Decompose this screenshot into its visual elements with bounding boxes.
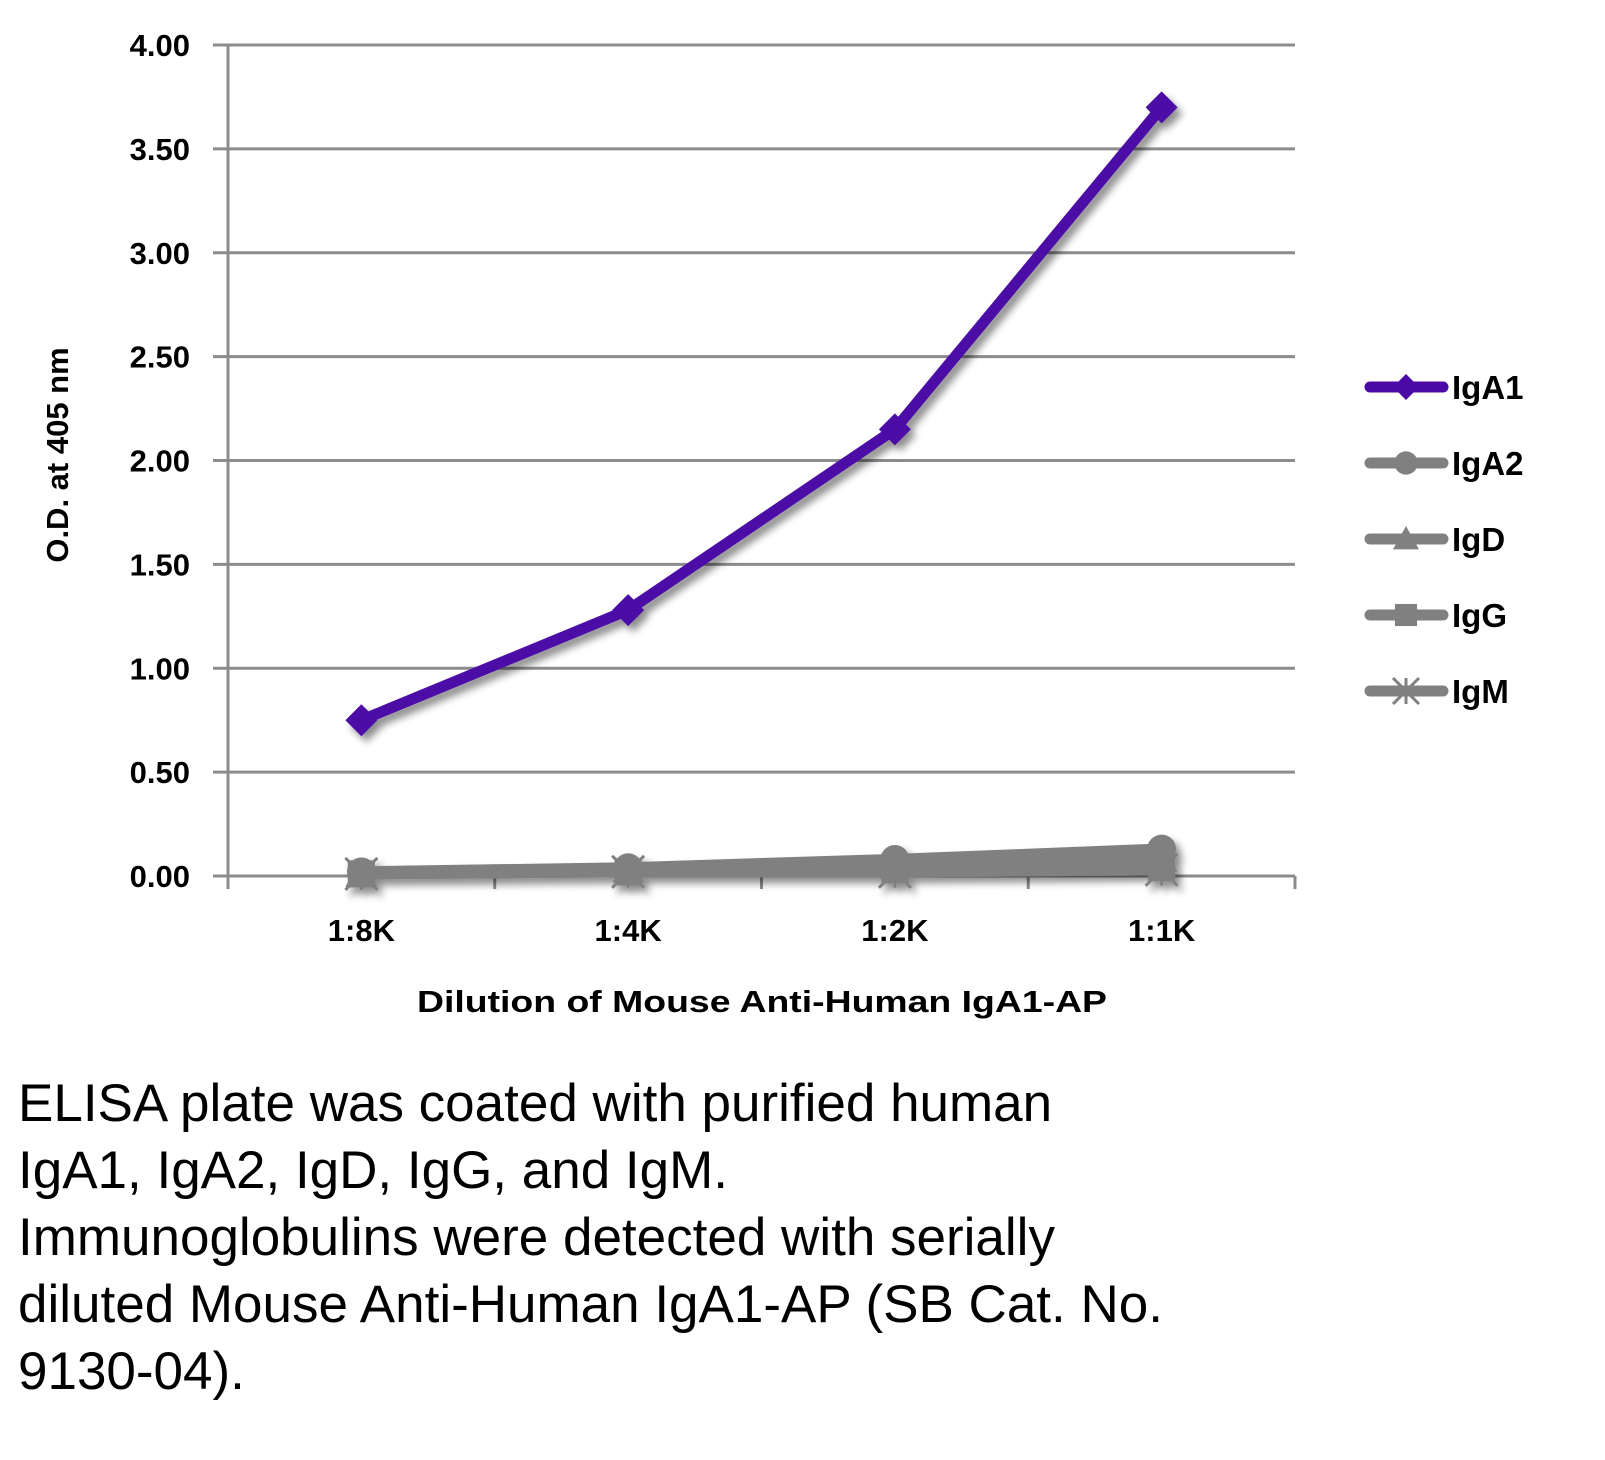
y-tick-label: 0.50 xyxy=(130,755,190,790)
marker-diamond xyxy=(612,594,645,627)
y-tick-labels: 0.00 0.50 1.00 1.50 2.00 2.50 3.00 3.50 4.00 xyxy=(130,28,190,894)
legend-item-iga2: IgA2 xyxy=(1364,445,1524,482)
axes xyxy=(226,45,1297,889)
caption-line: 9130-04). xyxy=(18,1342,245,1401)
legend-item-igg: IgG xyxy=(1364,597,1507,634)
legend-item-igd: IgD xyxy=(1364,521,1505,558)
x-tick-label: 1:2K xyxy=(861,913,929,948)
y-tick-label: 1.50 xyxy=(130,547,190,582)
legend-item-iga1: IgA1 xyxy=(1364,369,1524,406)
marker-asterisk xyxy=(1391,676,1421,706)
legend-label: IgM xyxy=(1452,673,1509,710)
marker-triangle xyxy=(1393,526,1419,550)
legend-item-igm: IgM xyxy=(1364,673,1509,710)
gridlines xyxy=(213,43,1295,878)
legend-label: IgG xyxy=(1452,597,1507,634)
y-tick-label: 3.50 xyxy=(130,132,190,167)
marker-circle xyxy=(346,857,376,887)
legend-label: IgA1 xyxy=(1452,369,1524,406)
y-tick-label: 3.00 xyxy=(130,236,190,271)
x-tick-label: 1:1K xyxy=(1128,913,1196,948)
series-iga2 xyxy=(346,834,1177,887)
x-tick-label: 1:8K xyxy=(328,913,396,948)
x-tick-label: 1:4K xyxy=(595,913,663,948)
marker-diamond xyxy=(1393,374,1419,400)
marker-square xyxy=(1394,603,1418,627)
y-tick-label: 4.00 xyxy=(130,28,190,63)
marker-circle xyxy=(1147,834,1177,864)
caption-line: diluted Mouse Anti-Human IgA1-AP (SB Cat… xyxy=(18,1275,1163,1334)
marker-circle xyxy=(880,844,910,874)
marker-diamond xyxy=(345,704,378,737)
caption-line: Immunoglobulins were detected with seria… xyxy=(18,1208,1055,1267)
y-tick-label: 0.00 xyxy=(130,859,190,894)
series-line xyxy=(355,101,1168,726)
x-tick-labels: 1:8K 1:4K 1:2K 1:1K xyxy=(328,913,1196,948)
marker-circle xyxy=(1394,451,1418,475)
x-axis-title: Dilution of Mouse Anti-Human IgA1-AP xyxy=(417,984,1107,1019)
marker-diamond xyxy=(878,413,911,446)
legend-label: IgD xyxy=(1452,521,1505,558)
y-axis-title: O.D. at 405 nm xyxy=(40,347,75,562)
marker-circle xyxy=(613,853,643,883)
series xyxy=(344,91,1179,891)
marker-diamond xyxy=(1145,91,1178,124)
series-iga1 xyxy=(345,91,1178,737)
legend-label: IgA2 xyxy=(1452,445,1524,482)
caption-line: ELISA plate was coated with purified hum… xyxy=(18,1074,1053,1133)
caption-line: IgA1, IgA2, IgD, IgG, and IgM. xyxy=(18,1141,728,1200)
legend: IgA1 IgA2 IgD IgG IgM xyxy=(1364,369,1524,710)
y-tick-label: 2.50 xyxy=(130,340,190,375)
elisa-line-chart: 0.00 0.50 1.00 1.50 2.00 2.50 3.00 3.50 4.00 1:8… xyxy=(40,28,1524,1019)
series-line xyxy=(355,843,1168,878)
y-tick-label: 2.00 xyxy=(130,444,190,479)
y-tick-label: 1.00 xyxy=(130,651,190,686)
figure-caption: ELISA plate was coated with purified hum… xyxy=(18,1070,1518,1405)
